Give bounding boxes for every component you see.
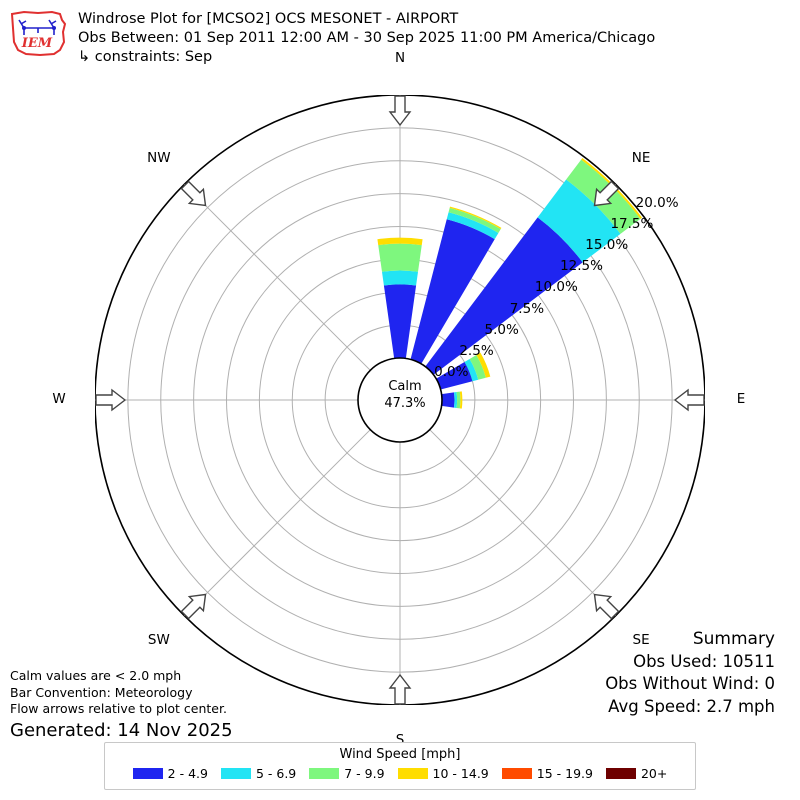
iem-logo-graphic: IEM	[10, 10, 67, 57]
direction-label-n: N	[394, 50, 406, 66]
windrose-wedge[interactable]	[441, 392, 455, 408]
radial-tick-6: 15.0%	[585, 237, 629, 254]
footnote-bar-convention: Bar Convention: Meteorology	[10, 684, 193, 700]
page-subtitle: Obs Between: 01 Sep 2011 12:00 AM - 30 S…	[78, 30, 656, 46]
radial-tick-7: 17.5%	[610, 216, 654, 233]
legend-label-5: 20+	[640, 766, 668, 781]
legend-swatch-1	[220, 768, 251, 779]
windrose-wedge[interactable]	[464, 358, 479, 382]
flow-arrow-s-icon	[388, 673, 412, 705]
legend-title: Wind Speed [mph]	[339, 747, 461, 762]
legend-item-3[interactable]: 10 - 14.9	[397, 766, 489, 781]
windrose-wedge[interactable]	[456, 391, 461, 409]
summary-obs-without-wind: Obs Without Wind: 0	[605, 674, 775, 693]
legend-swatch-4	[501, 768, 532, 779]
legend-swatch-3	[397, 768, 428, 779]
legend: Wind Speed [mph] 2 - 4.9 5 - 6.9 7 - 9.9 10…	[104, 742, 696, 790]
legend-swatch-2	[309, 768, 340, 779]
summary-heading: Summary	[692, 629, 775, 649]
summary-block: Summary Obs Used: 10511 Obs Without Wind…	[605, 628, 775, 718]
summary-obs-used: Obs Used: 10511	[633, 651, 775, 671]
windrose-wedge[interactable]	[378, 243, 422, 272]
windrose-wedge[interactable]	[476, 352, 491, 378]
windrose-wedge[interactable]	[448, 207, 501, 233]
direction-label-se: SE	[632, 632, 650, 649]
flow-arrow-e-icon	[673, 388, 705, 412]
windrose-wedge[interactable]	[410, 219, 495, 364]
legend-label-2: 7 - 9.9	[344, 766, 385, 781]
windrose-wedge[interactable]	[425, 217, 583, 375]
footnote-generated: Generated: 14 Nov 2025	[10, 719, 233, 741]
flow-arrow-ne-icon	[593, 180, 620, 207]
windrose-wedge[interactable]	[377, 237, 423, 246]
flow-arrow-w-icon	[95, 388, 127, 412]
radial-tick-3: 7.5%	[509, 300, 545, 317]
legend-label-4: 15 - 19.9	[536, 766, 593, 781]
flow-arrow-nw-icon	[180, 180, 207, 207]
windrose-svg	[95, 95, 705, 705]
flow-arrow-n-icon	[388, 95, 412, 127]
windrose-wedge[interactable]	[453, 392, 458, 408]
radial-tick-2: 5.0%	[484, 321, 519, 338]
legend-label-3: 10 - 14.9	[432, 766, 489, 781]
windrose-wedge[interactable]	[581, 157, 643, 219]
windrose-wedge[interactable]	[537, 179, 621, 263]
radial-tick-1: 2.5%	[459, 342, 494, 359]
radial-tick-0: 0.0%	[434, 364, 469, 380]
legend-items: 2 - 4.9 5 - 6.9 7 - 9.9 10 - 14.9 15 - 19.9 2…	[105, 766, 695, 781]
direction-label-nw: NW	[147, 149, 171, 166]
direction-label-ne: NE	[631, 149, 651, 166]
legend-item-0[interactable]: 2 - 4.9	[132, 766, 208, 781]
windrose-wedge[interactable]	[381, 270, 419, 286]
radial-tick-8: 20.0%	[635, 194, 679, 211]
legend-item-1[interactable]: 5 - 6.9	[220, 766, 297, 781]
svg-text:IEM: IEM	[21, 36, 53, 51]
footnotes-block: Calm values are < 2.0 mph Bar Convention…	[10, 668, 233, 743]
radial-tick-4: 10.0%	[534, 279, 578, 296]
direction-label-e: E	[736, 391, 746, 407]
legend-label-1: 5 - 6.9	[255, 766, 297, 781]
windrose-wedge[interactable]	[459, 391, 463, 409]
iem-logo[interactable]: IEM	[8, 8, 70, 58]
page-title: Windrose Plot for [MCSO2] OCS MESONET - …	[78, 11, 459, 27]
windrose-wedge[interactable]	[449, 206, 502, 229]
page-constraints: ↳ constraints: Sep	[78, 49, 213, 65]
legend-swatch-5	[605, 768, 636, 779]
grid-spoke	[429, 429, 617, 617]
legend-item-4[interactable]: 15 - 19.9	[501, 766, 593, 781]
direction-label-s: S	[395, 732, 405, 748]
legend-item-5[interactable]: 20+	[605, 766, 668, 781]
footnote-flow-arrows: Flow arrows relative to plot center.	[10, 701, 227, 716]
flow-arrow-sw-icon	[180, 593, 207, 620]
legend-item-2[interactable]: 7 - 9.9	[309, 766, 385, 781]
grid-spoke	[183, 183, 371, 371]
windrose-wedge[interactable]	[383, 284, 417, 359]
header-titles: Windrose Plot for [MCSO2] OCS MESONET - …	[78, 10, 778, 67]
calm-circle	[357, 357, 443, 443]
windrose-plot[interactable]	[95, 95, 705, 705]
direction-label-sw: SW	[147, 632, 170, 649]
radial-tick-5: 12.5%	[560, 258, 603, 275]
windrose-wedge[interactable]	[469, 354, 486, 380]
direction-label-w: W	[52, 391, 66, 407]
grid-spoke	[183, 429, 371, 617]
summary-avg-speed: Avg Speed: 2.7 mph	[608, 696, 775, 716]
flow-arrow-se-icon	[593, 593, 620, 620]
footnote-calm: Calm values are < 2.0 mph	[10, 668, 182, 683]
legend-swatch-0	[132, 768, 163, 779]
legend-label-0: 2 - 4.9	[167, 766, 208, 781]
windrose-wedge[interactable]	[446, 212, 499, 240]
windrose-wedge[interactable]	[436, 361, 473, 390]
